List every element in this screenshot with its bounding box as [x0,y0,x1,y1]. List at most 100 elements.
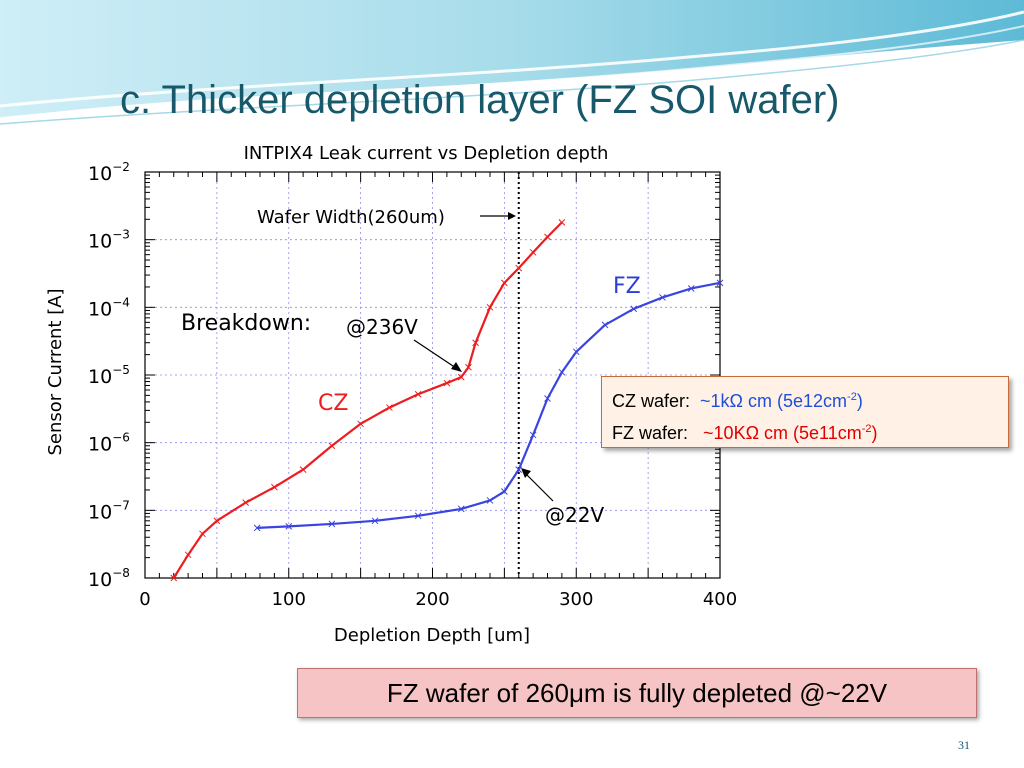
leak-current-chart: INTPIX4 Leak current vs Depletion depth … [45,143,737,646]
cz-series-label: CZ [318,391,348,416]
marker-stroke [501,279,508,287]
marker-stroke [486,303,494,311]
marker-stroke [515,466,523,473]
fz-data-point [572,348,580,356]
cz-data-point [558,219,566,226]
marker-stroke [328,520,336,528]
marker-stroke [328,442,336,450]
marker-stroke [271,483,278,491]
fz-data-point [328,520,336,528]
marker-stroke [544,233,551,241]
fz-data-point [285,522,293,530]
x-axis-label: Depletion Depth [um] [334,625,530,646]
marker-stroke [213,517,221,525]
cz-data-point [472,339,479,347]
marker-stroke [285,522,293,530]
marker-stroke [253,524,261,532]
cz-data-point [184,551,192,559]
cz-data-point [501,279,508,287]
fz-series-line [257,281,721,530]
x-tick-label: 200 [415,589,449,610]
fz-data-point [529,431,537,439]
y-tick-label: 10−3 [88,228,130,253]
cz-data-point [386,404,393,411]
wafer-width-arrowhead [508,212,516,220]
breakdown-arrow [413,339,457,369]
y-tick-label: 10−8 [88,566,130,591]
marker-stroke [414,390,422,398]
cz-data-point [486,303,494,311]
fz-data-point [253,524,261,532]
marker-stroke [630,305,638,313]
cz-data-point [299,466,307,473]
marker-stroke [716,279,724,287]
y-tick-labels: 10−2 10−3 10−4 10−5 10−6 10−7 10−8 [88,160,130,591]
fz-data-point [457,505,465,513]
marker-stroke [414,512,422,520]
marker-stroke [457,373,465,381]
marker-stroke [170,574,178,582]
marker-stroke [457,505,465,513]
marker-stroke [558,219,566,226]
y-axis-label: Sensor Current [A] [45,288,66,455]
marker-stroke [299,466,307,473]
x-tick-label: 0 [139,589,150,610]
x-tick-labels: 0 100 200 300 400 [139,589,737,610]
fz-voltage-arrowhead [521,468,531,478]
y-tick-label: 10−5 [88,363,130,388]
marker-stroke [659,294,666,301]
slide-title: c. Thicker depletion layer (FZ SOI wafer… [120,78,840,122]
fz-data-point [544,395,551,402]
fz-voltage-arrow [525,473,554,502]
cz-wafer-value: ~1kΩ cm (5e12cm-2) [700,391,863,411]
grid-lines [145,172,720,578]
marker-stroke [465,363,472,371]
fz-data-point [414,512,422,520]
fz-wafer-value: ~10KΩ cm (5e11cm-2) [703,423,878,443]
cz-data-point [271,483,278,491]
y-tick-label: 10−4 [88,295,130,320]
marker-stroke [371,517,379,525]
cz-data-point [170,574,178,582]
breakdown-label: Breakdown: [181,311,311,336]
series-layer [170,219,724,582]
x-tick-label: 100 [272,589,306,610]
cz-data-point [213,517,221,525]
marker-stroke [184,551,192,559]
marker-stroke [386,404,393,411]
header-banner [0,0,1024,125]
marker-stroke [472,339,479,347]
y-tick-label: 10−6 [88,431,130,456]
cz-data-point [414,390,422,398]
breakdown-voltage: @236V [346,315,418,339]
fz-voltage-label: @22V [545,503,604,527]
fz-wafer-row: FZ wafer: ~10KΩ cm (5e11cm-2) [612,415,998,447]
fz-data-point [601,321,609,329]
wafer-width-annotation: Wafer Width(260um) [257,207,445,228]
marker-stroke [544,395,551,402]
marker-stroke [242,499,249,506]
cz-data-point [357,420,364,428]
cz-data-point [199,530,206,538]
marker-stroke [572,348,580,356]
fz-data-point [371,517,379,525]
cz-data-point [529,248,537,256]
breakdown-arrowhead [451,362,462,372]
cz-data-point [544,233,551,241]
fz-data-point [501,488,508,495]
marker-stroke [558,368,566,376]
cz-data-point [242,499,249,506]
fz-series-label: FZ [613,274,641,299]
cz-data-point [457,373,465,381]
marker-stroke [515,264,523,272]
cz-data-point [465,363,472,371]
marker-stroke [529,431,537,439]
marker-stroke [443,379,451,387]
cz-wafer-label: CZ wafer: [612,391,691,411]
chart-title: INTPIX4 Leak current vs Depletion depth [244,143,609,164]
marker-stroke [486,497,494,504]
fz-data-point [515,466,523,473]
fz-data-point [558,368,566,376]
marker-stroke [601,321,609,329]
marker-stroke [199,530,206,538]
